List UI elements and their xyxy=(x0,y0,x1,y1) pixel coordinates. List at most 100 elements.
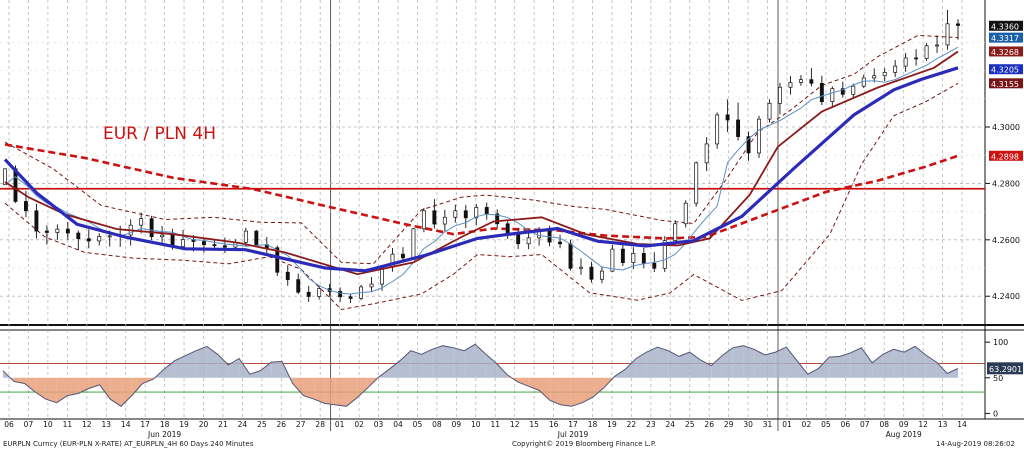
oscillator-fill-segment xyxy=(839,352,851,378)
candle-body xyxy=(694,162,699,204)
candle-body xyxy=(652,262,657,269)
x-day-label: 25 xyxy=(685,420,695,429)
x-day-label: 13 xyxy=(938,420,948,429)
last-value-label: 4.3205 xyxy=(991,66,1019,75)
candle-body xyxy=(34,210,39,232)
candle-body xyxy=(662,240,667,269)
candle-body xyxy=(212,244,217,247)
last-value-box xyxy=(989,46,1023,57)
last-value-box xyxy=(989,20,1023,31)
x-day-label: 09 xyxy=(899,420,909,429)
candle-body xyxy=(568,243,573,269)
oscillator-fill-segment xyxy=(335,377,347,407)
oscillator-fill-segment xyxy=(67,377,79,396)
oscillator-fill-segment xyxy=(593,377,604,398)
oscillator-fill-segment xyxy=(453,347,465,378)
oscillator-fill-segment xyxy=(485,354,497,378)
oscillator-fill-segment xyxy=(807,368,819,378)
oscillator-fill-segment xyxy=(754,349,765,378)
oscillator-fill-segment xyxy=(121,377,132,407)
candle-body xyxy=(65,228,70,234)
candle-body xyxy=(306,291,311,297)
candle-body xyxy=(704,143,709,164)
x-day-label: 19 xyxy=(179,420,189,429)
x-day-label: 03 xyxy=(374,420,384,429)
oscillator-fill-segment xyxy=(636,352,647,378)
oscillator-fill-segment xyxy=(893,349,905,378)
x-day-label: 17 xyxy=(140,420,150,429)
x-day-label: 12 xyxy=(510,420,520,429)
x-day-label: 21 xyxy=(218,420,228,429)
candle-body xyxy=(579,266,583,269)
oscillator-fill-segment xyxy=(850,347,862,378)
x-day-label: 02 xyxy=(802,420,812,429)
x-day-label: 28 xyxy=(315,420,325,429)
x-day-label: 01 xyxy=(782,420,792,429)
oscillator-fill-segment xyxy=(13,377,25,384)
bollinger-lower-band xyxy=(4,82,959,311)
oscillator-fill-segment xyxy=(657,347,669,378)
candle-body xyxy=(285,271,290,280)
oscillator-fill-segment xyxy=(389,360,401,378)
candle-body xyxy=(495,213,500,225)
candle-body xyxy=(421,210,426,230)
chart-title: EUR / PLN 4H xyxy=(103,124,216,144)
candle-body xyxy=(767,102,772,120)
oscillator-fill-segment xyxy=(560,377,572,407)
last-value-label: 4.3360 xyxy=(991,22,1019,31)
oscillator-fill-segment xyxy=(550,377,561,405)
x-month-label: Jul 2019 xyxy=(557,430,589,439)
candle-body xyxy=(746,136,751,154)
candle-body xyxy=(798,79,803,83)
x-day-label: 19 xyxy=(607,420,617,429)
candle-body xyxy=(526,237,531,245)
candle-body xyxy=(76,232,81,240)
candle-body xyxy=(914,57,919,60)
candle-body xyxy=(411,228,416,259)
x-day-label: 12 xyxy=(918,420,928,429)
x-day-label: 12 xyxy=(82,420,92,429)
x-day-label: 04 xyxy=(393,420,403,429)
x-day-label: 10 xyxy=(43,420,53,429)
oscillator-fill-segment xyxy=(625,358,637,378)
oscillator-fill-segment xyxy=(764,352,776,378)
x-day-label: 11 xyxy=(63,420,73,429)
candle-body xyxy=(516,234,521,245)
oscillator-fill-segment xyxy=(872,354,883,378)
oscillator-fill-segment xyxy=(711,355,722,378)
oscillator-last-box xyxy=(987,362,1023,375)
x-day-label: 22 xyxy=(627,420,637,429)
oscillator-fill-segment xyxy=(679,352,690,378)
x-day-label: 16 xyxy=(549,420,559,429)
oscillator-fill-segment xyxy=(786,347,798,378)
candle-body xyxy=(935,44,940,47)
moving-average-mid xyxy=(4,50,959,276)
x-day-label: 25 xyxy=(257,420,267,429)
oscillator-fill-segment xyxy=(357,377,368,398)
candle-body xyxy=(683,202,688,225)
candle-body xyxy=(757,118,761,154)
oscillator-fill-segment xyxy=(217,354,229,378)
x-day-label: 29 xyxy=(724,420,734,429)
candle-body xyxy=(23,201,28,212)
moving-average-slow xyxy=(4,143,959,240)
x-day-label: 07 xyxy=(860,420,870,429)
oscillator-fill-segment xyxy=(24,377,36,393)
oscillator-fill-segment xyxy=(346,377,358,407)
candle-body xyxy=(872,75,877,79)
last-value-label: 4.3155 xyxy=(991,80,1019,89)
x-day-label: 31 xyxy=(763,420,773,429)
price-panel-bg xyxy=(0,0,988,325)
x-day-label: 27 xyxy=(296,420,306,429)
candle-body xyxy=(139,218,144,226)
last-value-label: 4.2898 xyxy=(991,152,1019,161)
x-day-label: 08 xyxy=(879,420,889,429)
x-day-label: 14 xyxy=(957,420,967,429)
x-day-label: 26 xyxy=(277,420,287,429)
candle-body xyxy=(160,234,165,238)
oscillator-fill-segment xyxy=(539,377,551,401)
oscillator-fill-segment xyxy=(732,345,744,378)
candle-body xyxy=(97,236,102,242)
candle-body xyxy=(338,291,343,298)
